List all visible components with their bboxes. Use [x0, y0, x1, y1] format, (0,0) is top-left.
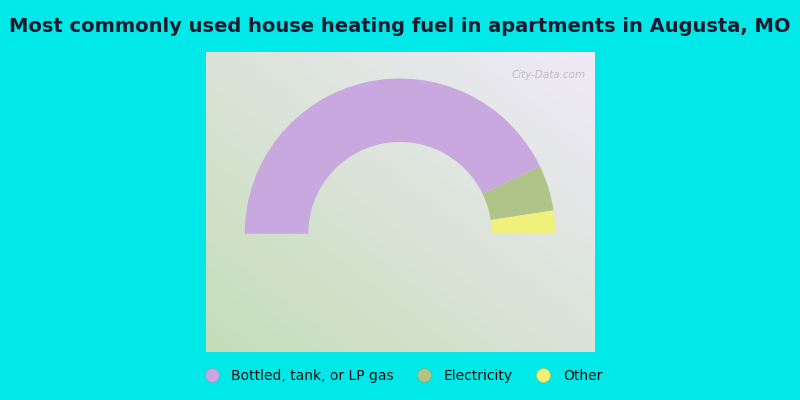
Wedge shape	[482, 166, 554, 220]
Text: City-Data.com: City-Data.com	[511, 70, 586, 80]
Wedge shape	[245, 78, 540, 234]
Wedge shape	[490, 210, 555, 234]
Text: Most commonly used house heating fuel in apartments in Augusta, MO: Most commonly used house heating fuel in…	[10, 16, 790, 36]
Legend: Bottled, tank, or LP gas, Electricity, Other: Bottled, tank, or LP gas, Electricity, O…	[192, 364, 608, 388]
